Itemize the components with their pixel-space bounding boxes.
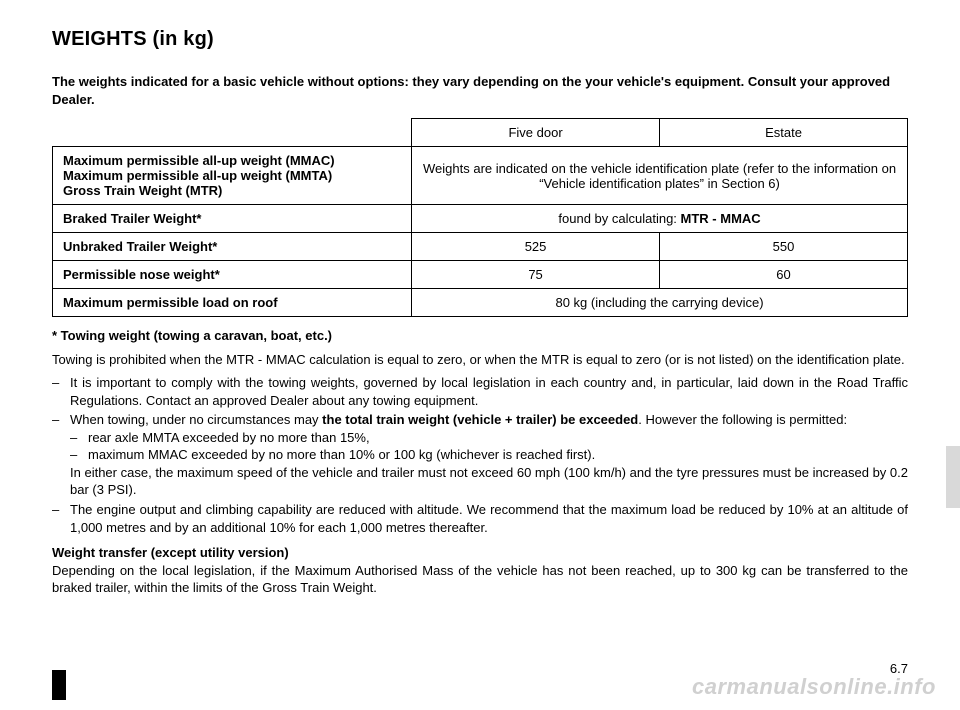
weight-transfer-body: Depending on the local legislation, if t… [52,563,908,596]
label-mtr: Gross Train Weight (MTR) [63,183,222,198]
roof-value: 80 kg (including the carrying device) [412,289,908,317]
list-item: It is important to comply with the towin… [52,374,908,409]
row-label-mmac-mmta-mtr: Maximum permissible all-up weight (MMAC)… [53,147,412,205]
watermark: carmanualsonline.info [692,674,936,700]
column-header-estate: Estate [660,119,908,147]
label-mmta: Maximum permissible all-up weight (MMTA) [63,168,332,183]
list-item: rear axle MMTA exceeded by no more than … [70,429,908,447]
unbraked-estate: 550 [660,233,908,261]
row-value-braked: found by calculating: MTR - MMAC [412,205,908,233]
page-subtitle: The weights indicated for a basic vehicl… [52,73,908,108]
table-row: Braked Trailer Weight* found by calculat… [53,205,908,233]
section-tab-marker [946,446,960,508]
footer-mark-icon [52,670,66,700]
bullet-list: It is important to comply with the towin… [52,374,908,536]
towing-footnote-title: * Towing weight (towing a caravan, boat,… [52,327,908,345]
column-header-five-door: Five door [412,119,660,147]
row-label-unbraked: Unbraked Trailer Weight* [53,233,412,261]
nose-five-door: 75 [412,261,660,289]
table-row: Maximum permissible all-up weight (MMAC)… [53,147,908,205]
b2-pre: When towing, under no circumstances may [70,412,322,427]
braked-formula: MTR - MMAC [681,211,761,226]
label-mmac: Maximum permissible all-up weight (MMAC) [63,153,335,168]
table-empty-cell [53,119,412,147]
table-row: Maximum permissible load on roof 80 kg (… [53,289,908,317]
b2-tail: In either case, the maximum speed of the… [70,464,908,499]
b2-bold: the total train weight (vehicle + traile… [322,412,638,427]
b2-post: . However the following is permitted: [638,412,847,427]
unbraked-five-door: 525 [412,233,660,261]
towing-intro: Towing is prohibited when the MTR - MMAC… [52,351,908,369]
weights-table: Five door Estate Maximum permissible all… [52,118,908,317]
row-label-braked: Braked Trailer Weight* [53,205,412,233]
braked-prefix: found by calculating: [558,211,680,226]
weight-transfer-title: Weight transfer (except utility version) [52,545,289,560]
table-row: Unbraked Trailer Weight* 525 550 [53,233,908,261]
sub-list: rear axle MMTA exceeded by no more than … [70,429,908,464]
row-label-roof: Maximum permissible load on roof [53,289,412,317]
list-item: maximum MMAC exceeded by no more than 10… [70,446,908,464]
row-value-id-plate: Weights are indicated on the vehicle ide… [412,147,908,205]
table-header-row: Five door Estate [53,119,908,147]
list-item: When towing, under no circumstances may … [52,411,908,499]
weight-transfer: Weight transfer (except utility version)… [52,544,908,597]
page-title: WEIGHTS (in kg) [52,28,908,51]
table-row: Permissible nose weight* 75 60 [53,261,908,289]
nose-estate: 60 [660,261,908,289]
list-item: The engine output and climbing capabilit… [52,501,908,536]
row-label-nose: Permissible nose weight* [53,261,412,289]
